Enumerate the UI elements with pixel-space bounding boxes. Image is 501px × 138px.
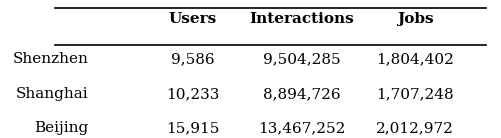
Text: 9,504,285: 9,504,285 bbox=[262, 52, 340, 66]
Text: Shanghai: Shanghai bbox=[16, 87, 88, 101]
Text: Interactions: Interactions bbox=[248, 12, 353, 26]
Text: 1,804,402: 1,804,402 bbox=[376, 52, 453, 66]
Text: Shenzhen: Shenzhen bbox=[13, 52, 88, 66]
Text: Users: Users bbox=[168, 12, 216, 26]
Text: 13,467,252: 13,467,252 bbox=[258, 121, 345, 135]
Text: Beijing: Beijing bbox=[34, 121, 88, 135]
Text: 9,586: 9,586 bbox=[170, 52, 214, 66]
Text: 15,915: 15,915 bbox=[165, 121, 219, 135]
Text: 1,707,248: 1,707,248 bbox=[376, 87, 453, 101]
Text: 10,233: 10,233 bbox=[165, 87, 219, 101]
Text: 2,012,972: 2,012,972 bbox=[376, 121, 453, 135]
Text: Jobs: Jobs bbox=[396, 12, 433, 26]
Text: 8,894,726: 8,894,726 bbox=[262, 87, 340, 101]
